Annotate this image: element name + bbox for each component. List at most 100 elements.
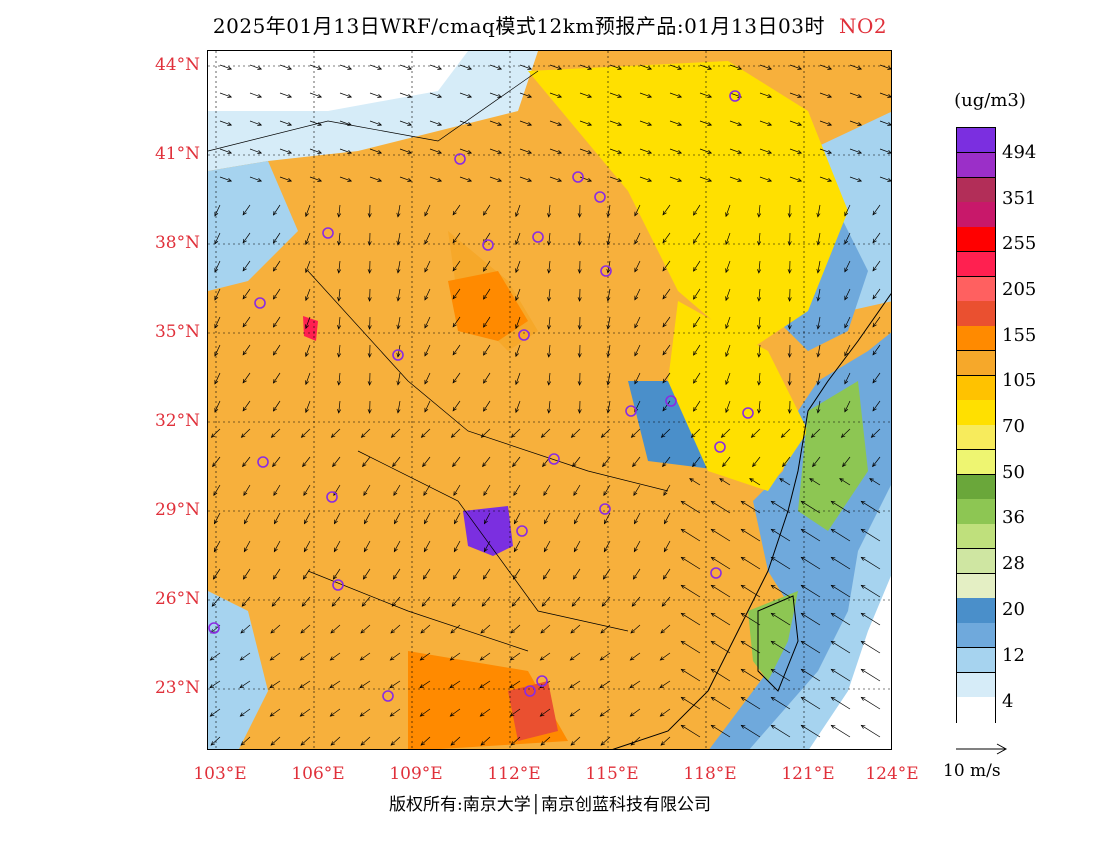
wind-vector (489, 148, 502, 154)
wind-vector (660, 736, 671, 746)
wind-vector (303, 540, 311, 552)
wind-vector (397, 260, 401, 273)
city-marker[interactable] (665, 395, 677, 407)
city-marker[interactable] (536, 675, 548, 687)
wind-vector-head (481, 602, 486, 607)
city-marker[interactable] (625, 405, 637, 417)
wind-vector-head (770, 612, 776, 617)
colorbar-swatch (957, 301, 995, 327)
colorbar-label: 28 (1002, 553, 1025, 574)
wind-vector-head (227, 94, 233, 98)
wind-vector-head (574, 519, 578, 525)
wind-vector-head (424, 295, 429, 301)
wind-vector (662, 204, 671, 216)
city-marker[interactable] (710, 567, 722, 579)
wind-vector-head (770, 640, 776, 645)
wind-vector (242, 232, 251, 244)
wind-vector-head (240, 741, 246, 746)
wind-vector-head (515, 324, 519, 330)
city-marker[interactable] (332, 579, 344, 591)
wind-vector-head (617, 66, 623, 70)
wind-vector-head (389, 712, 395, 717)
wind-vector (801, 557, 821, 570)
wind-vector-head (770, 500, 776, 505)
wind-vector-head (305, 268, 309, 274)
wind-vector (579, 120, 592, 126)
wind-vector-head (693, 211, 698, 216)
wind-vector-head (587, 178, 593, 182)
wind-vector (693, 204, 701, 216)
city-marker[interactable] (594, 191, 606, 203)
wind-vector (801, 529, 821, 542)
city-marker[interactable] (714, 441, 726, 453)
city-marker[interactable] (599, 503, 611, 515)
wind-vector-head (782, 462, 787, 468)
wind-vector (451, 428, 461, 438)
city-marker[interactable] (572, 171, 584, 183)
city-marker[interactable] (600, 265, 612, 277)
city-marker[interactable] (532, 231, 544, 243)
wind-vector (299, 680, 311, 688)
city-marker[interactable] (454, 153, 466, 165)
wind-vector (279, 92, 292, 98)
city-marker[interactable] (524, 685, 536, 697)
wind-vector-head (547, 297, 552, 302)
city-marker[interactable] (208, 622, 220, 634)
city-marker[interactable] (729, 90, 741, 102)
wind-vector-head (287, 178, 293, 182)
city-marker[interactable] (382, 690, 394, 702)
wind-vector-head (661, 602, 666, 607)
city-marker[interactable] (257, 456, 269, 468)
colorbar-label: 105 (1002, 370, 1037, 391)
wind-vector-head (816, 352, 821, 358)
north-china-plain (528, 61, 848, 351)
city-marker[interactable] (742, 407, 754, 419)
wind-vector-head (842, 462, 847, 468)
wind-vector (515, 372, 521, 385)
city-marker[interactable] (254, 297, 266, 309)
wind-vector (711, 585, 731, 598)
city-marker[interactable] (518, 329, 530, 341)
wind-vector-head (482, 462, 487, 468)
wind-vector (452, 204, 461, 216)
wind-vector (725, 232, 731, 245)
wind-vector-head (680, 724, 686, 729)
wind-vector-head (844, 239, 849, 245)
wind-vector-head (767, 94, 773, 98)
city-marker[interactable] (548, 453, 560, 465)
wind-vector-head (634, 519, 638, 525)
wind-vector (309, 64, 322, 70)
wind-vector-head (484, 519, 488, 525)
wind-vector-head (337, 408, 342, 414)
city-marker[interactable] (322, 227, 334, 239)
wind-vector (429, 120, 442, 126)
city-marker[interactable] (516, 525, 528, 537)
city-marker[interactable] (326, 491, 338, 503)
wind-vector-head (677, 94, 683, 98)
wind-vector (819, 176, 832, 182)
wind-vector-head (647, 94, 653, 98)
wind-vector-head (367, 409, 372, 414)
wind-vector-head (547, 325, 552, 330)
wind-vector-head (543, 547, 548, 553)
wind-vector-head (872, 350, 877, 356)
wind-vector (681, 585, 701, 598)
wind-vector (549, 64, 562, 70)
city-marker[interactable] (392, 349, 404, 361)
wind-vector-head (573, 491, 578, 497)
wind-vector-head (740, 556, 746, 561)
city-marker[interactable] (482, 239, 494, 251)
wind-vector (609, 120, 622, 126)
wind-vector (741, 585, 761, 598)
wind-vector (364, 512, 371, 524)
wind-vector (681, 557, 701, 570)
wind-vector (812, 456, 821, 467)
wind-vector (272, 456, 281, 467)
wind-vector-head (604, 519, 608, 525)
colorbar-swatch (957, 524, 995, 550)
wind-vector (693, 288, 701, 300)
wind-vector-head (680, 528, 686, 533)
wind-vector-head (527, 150, 533, 154)
wind-vector-head (740, 696, 746, 701)
wind-vector (339, 148, 352, 154)
